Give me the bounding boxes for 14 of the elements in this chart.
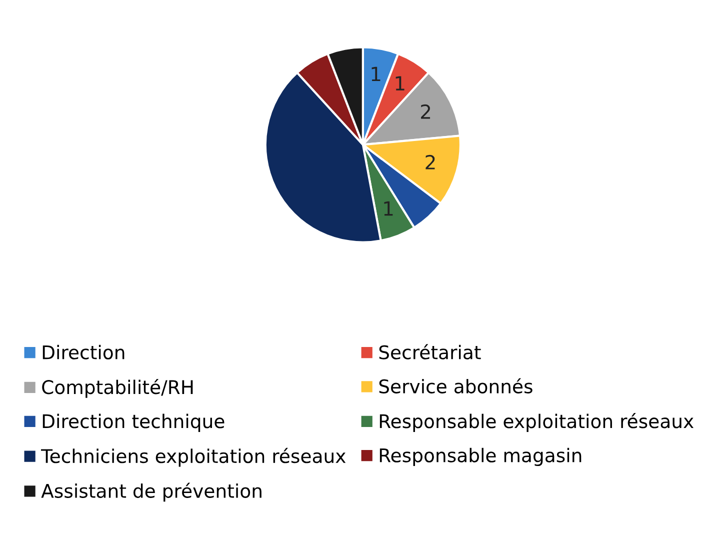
legend-label: Secrétariat xyxy=(379,344,481,360)
legend-label: Assistant de prévention xyxy=(41,482,262,502)
data-label: 1 xyxy=(372,66,380,82)
legend-label: Direction xyxy=(42,344,124,360)
legend-label: Techniciens exploitation réseaux xyxy=(41,448,346,467)
legend-label: Responsable exploitation réseaux xyxy=(380,413,694,432)
data-label: 1 xyxy=(384,201,393,216)
data-label: 2 xyxy=(426,154,435,170)
legend-label: Direction technique xyxy=(42,414,224,432)
data-label: 2 xyxy=(421,104,430,119)
legend-label: Responsable magasin xyxy=(380,448,582,466)
legend-label: Comptabilité/RH xyxy=(42,378,193,398)
legend-label: Service abonnés xyxy=(379,378,532,394)
data-label: 1 xyxy=(396,76,404,90)
